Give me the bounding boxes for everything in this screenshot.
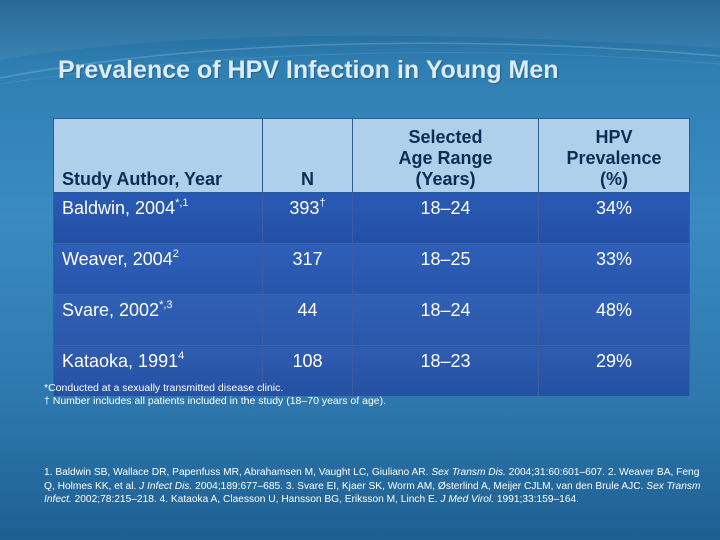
cell-age: 18–25 [352, 243, 539, 295]
header-n: N [262, 118, 353, 193]
ref-4-citation: 1991;33:159–164. [494, 494, 580, 505]
ref-2-authors: 2. Weaver BA, Feng Q, Holmes KK, et al. [44, 467, 700, 492]
cell-author: Kataoka, 19914 [53, 345, 263, 396]
slide-title: Prevalence of HPV Infection in Young Men [58, 56, 559, 84]
header-hpv-prevalence: HPV Prevalence (%) [538, 118, 690, 193]
cell-author: Weaver, 20042 [53, 243, 263, 295]
ref-2-citation: 2004;189:677–685. [192, 480, 286, 492]
cell-prevalence: 33% [538, 243, 690, 295]
cell-author: Svare, 2002*,3 [53, 294, 263, 346]
data-table: Study Author, Year N Selected Age Range … [53, 118, 690, 396]
ref-2-journal: J Infect Dis. [139, 480, 193, 492]
footnote-number-includes: † Number includes all patients included … [44, 395, 387, 407]
cell-age: 18–23 [352, 345, 539, 396]
cell-author: Baldwin, 2004*,1 [53, 192, 263, 244]
table-footnotes: *Conducted at a sexually transmitted dis… [44, 382, 684, 408]
ref-3-authors: 3. Svare EI, Kjaer SK, Worm AM, Østerlin… [285, 480, 647, 492]
references: 1. Baldwin SB, Wallace DR, Papenfuss MR,… [44, 466, 712, 507]
prevalence-table: Study Author, Year N Selected Age Range … [53, 118, 690, 396]
cell-n: 44 [262, 294, 353, 346]
table-row: Weaver, 20042 317 18–25 33% [53, 243, 690, 295]
ref-3-citation: 2002;78:215–218. [71, 494, 160, 505]
footnote-std-clinic: *Conducted at a sexually transmitted dis… [44, 382, 284, 394]
ref-3-journal: Sex Transm Infect. [44, 480, 701, 506]
table-header-row: Study Author, Year N Selected Age Range … [53, 118, 690, 193]
ref-4-authors: 4. Kataoka A, Claesson U, Hansson BG, Er… [159, 494, 441, 505]
cell-age: 18–24 [352, 192, 539, 244]
cell-age: 18–24 [352, 294, 539, 346]
ref-4-journal: J Med Virol. [440, 494, 495, 505]
header-age-range: Selected Age Range (Years) [352, 118, 539, 193]
cell-n: 393† [262, 192, 353, 244]
table-row: Kataoka, 19914 108 18–23 29% [53, 345, 690, 396]
ref-1-authors: 1. Baldwin SB, Wallace DR, Papenfuss MR,… [44, 467, 432, 478]
header-swoosh-decoration [0, 0, 720, 85]
cell-prevalence: 48% [538, 294, 690, 346]
table-row: Baldwin, 2004*,1 393† 18–24 34% [53, 192, 690, 244]
cell-n: 317 [262, 243, 353, 295]
ref-1-citation: 2004;31:60:601–607. [505, 467, 605, 478]
ref-1-journal: Sex Transm Dis. [431, 467, 506, 478]
cell-prevalence: 29% [538, 345, 690, 396]
cell-prevalence: 34% [538, 192, 690, 244]
header-study-author: Study Author, Year [53, 118, 263, 193]
table-row: Svare, 2002*,3 44 18–24 48% [53, 294, 690, 346]
